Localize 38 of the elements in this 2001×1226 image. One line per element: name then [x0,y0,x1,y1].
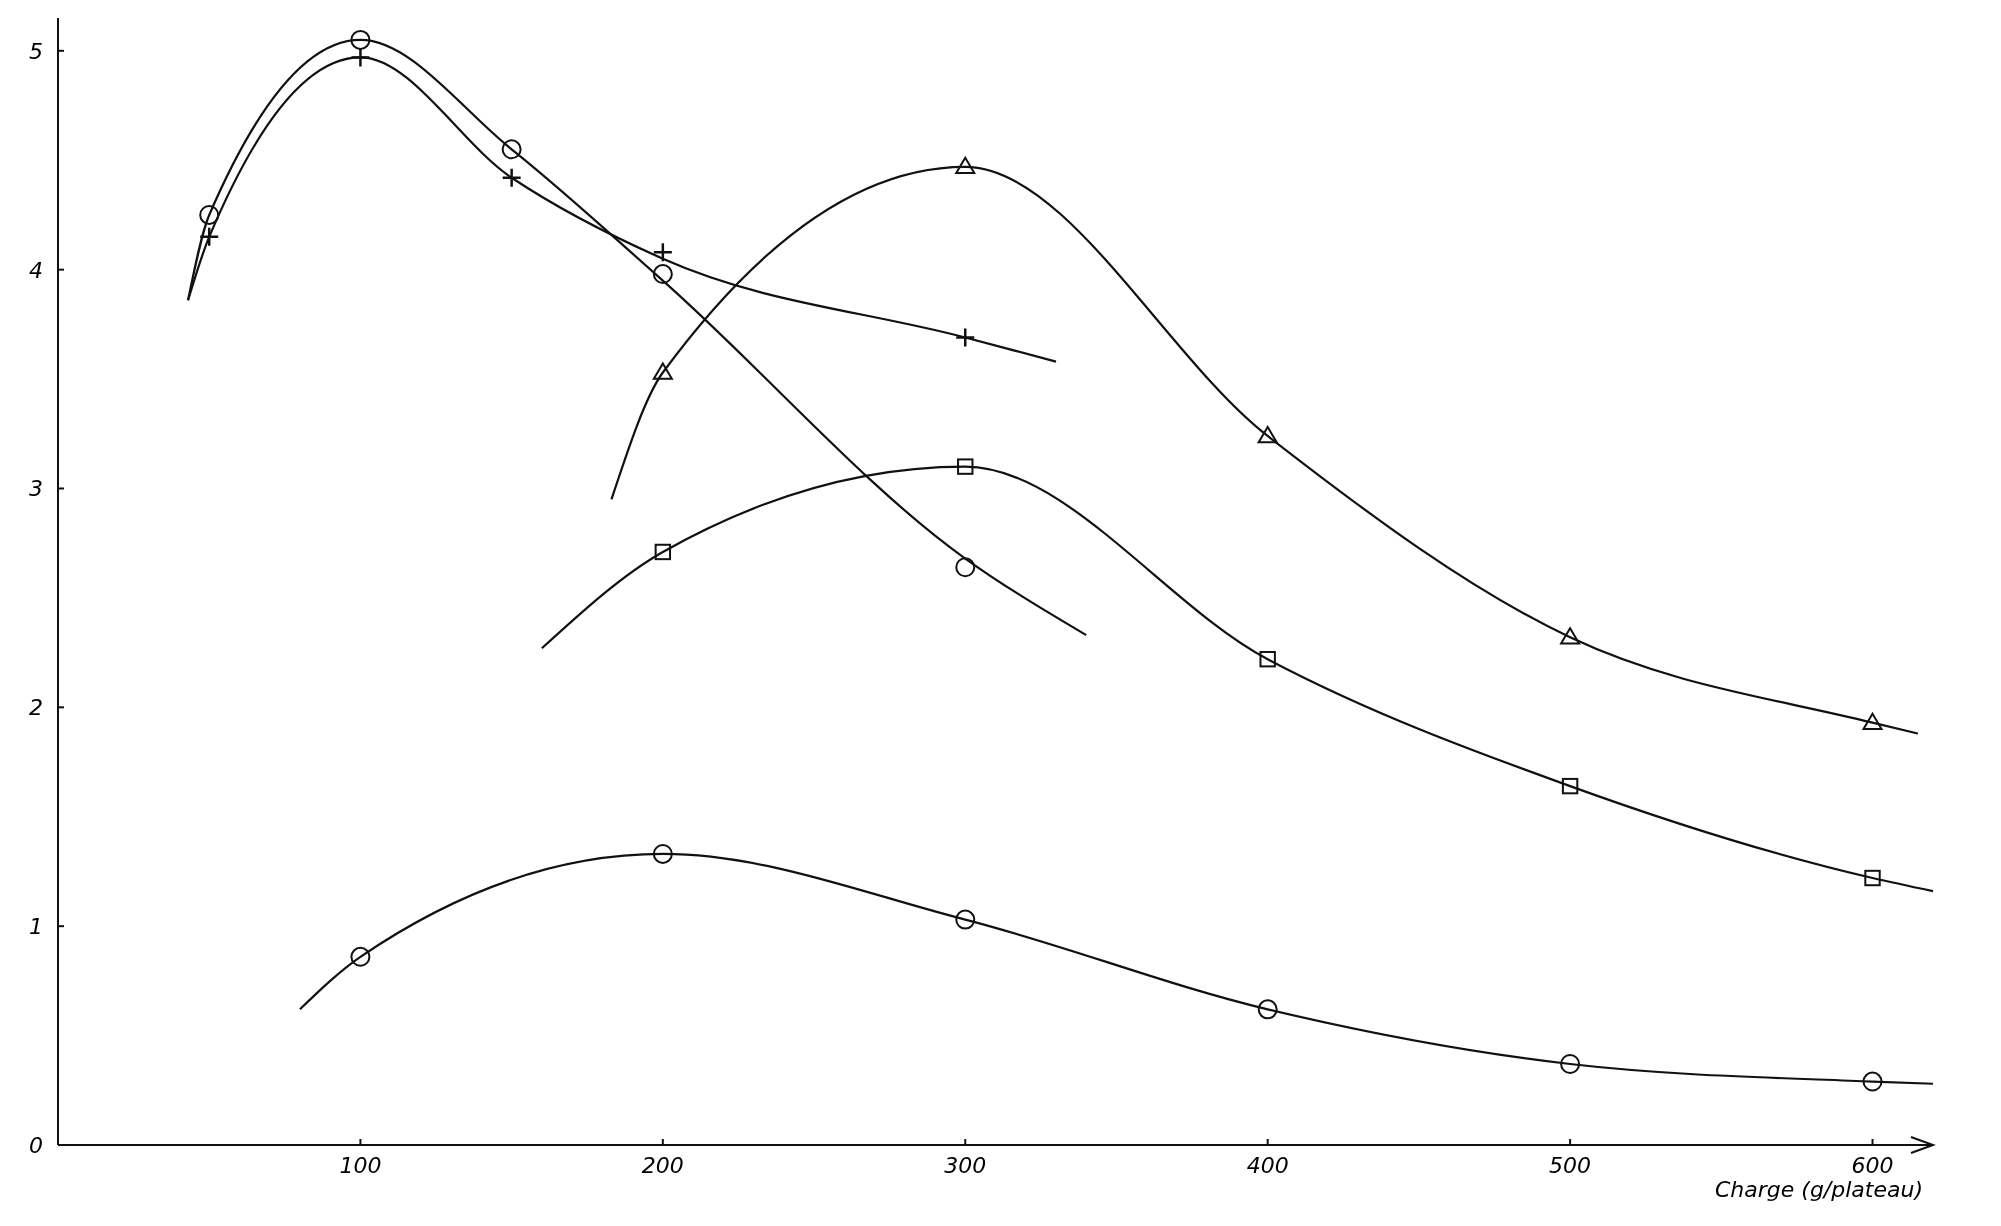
point [350,29,371,50]
point [1257,425,1278,444]
point [652,362,673,380]
x-tick-label: 200 [641,1153,684,1178]
point [1862,712,1883,730]
point [1862,1071,1883,1092]
y-tick-label: 1 [29,914,43,940]
point [1257,999,1278,1020]
point [199,204,220,225]
y-tick-label: 2 [29,695,43,721]
point [350,946,371,967]
point [501,139,522,160]
point [652,843,673,864]
point [652,264,673,285]
point [198,226,220,248]
point [1561,777,1579,795]
x-tick-label: 300 [944,1153,987,1178]
point [1259,650,1276,668]
point [652,241,674,263]
y-tick-label: 3 [29,476,43,502]
y-tick-label: 5 [29,38,43,64]
x-tick-label: 600 [1851,1153,1894,1178]
point [957,458,974,475]
x-tick-label: 400 [1246,1153,1289,1178]
y-tick-label: 0 [29,1133,43,1158]
point [1560,627,1581,645]
x-tick-label: 100 [339,1153,382,1178]
point [955,557,976,578]
point [654,543,672,561]
point [1560,1054,1581,1075]
x-axis-title: Charge (g/plateau) [1714,1177,1923,1202]
x-tick-label: 500 [1549,1153,1592,1178]
point [1864,869,1881,887]
point [955,909,976,930]
point [955,156,976,175]
point [501,167,522,188]
point [955,327,976,348]
y-tick-label: 4 [29,257,43,283]
